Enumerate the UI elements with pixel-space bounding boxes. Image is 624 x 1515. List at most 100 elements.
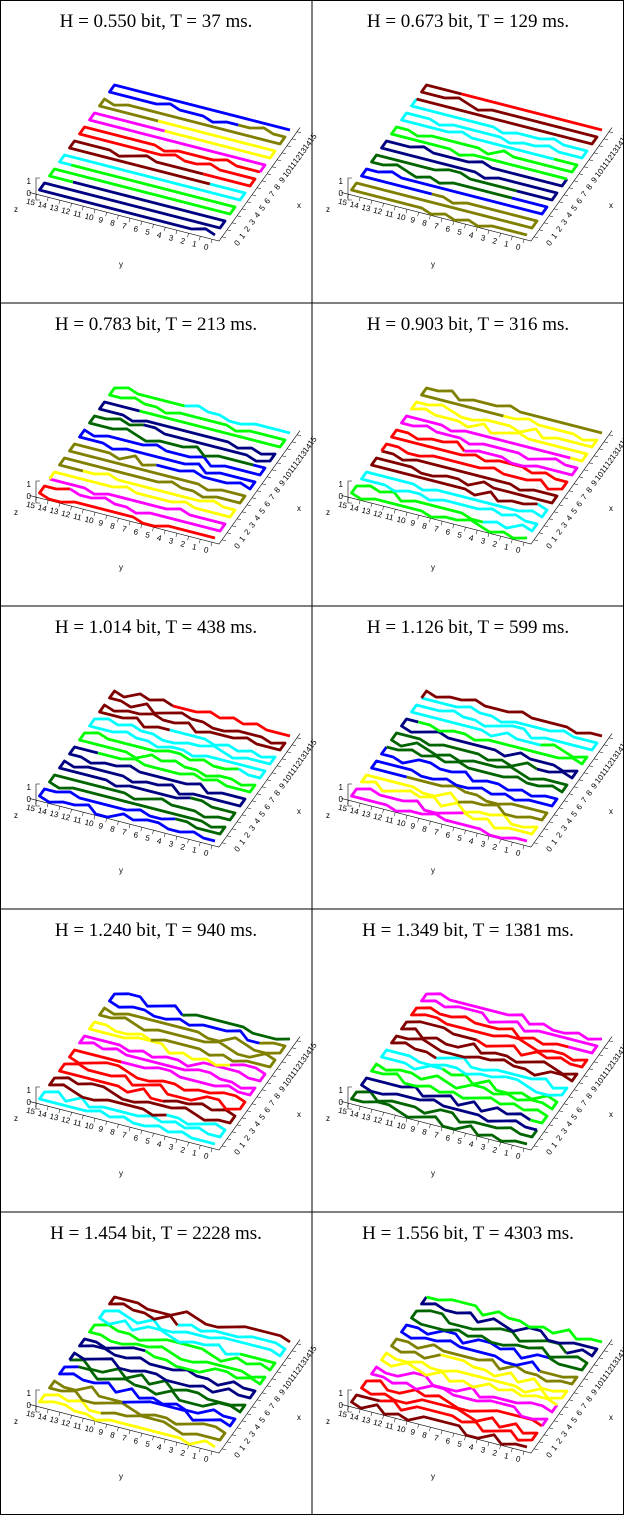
- tick: [500, 536, 501, 540]
- z-label: z: [326, 205, 330, 214]
- x-tick-label: 3: [559, 823, 569, 833]
- tick: [589, 1069, 593, 1070]
- x-tick-label: 1: [237, 231, 247, 241]
- tick: [292, 745, 296, 746]
- y-tick-label: 13: [49, 203, 60, 214]
- caption: H = 0.783 bit, T = 213 ms.: [55, 314, 257, 335]
- y-tick-label: 11: [72, 209, 83, 220]
- y-tick-label: 9: [98, 1124, 105, 1134]
- tick: [418, 1121, 419, 1125]
- z-tick-label: 0: [339, 1098, 344, 1107]
- tick: [252, 195, 256, 196]
- tick: [429, 1124, 430, 1128]
- tick: [164, 1439, 165, 1443]
- tick: [242, 815, 246, 816]
- y-tick-label: 13: [49, 1112, 60, 1123]
- y-tick-label: 1: [503, 542, 510, 552]
- tick: [594, 456, 598, 457]
- z-tick-label: 1: [27, 177, 32, 186]
- y-tick-label: 13: [361, 1112, 372, 1123]
- tick: [71, 809, 72, 813]
- tick: [211, 1451, 212, 1455]
- x-tick-label: 6: [262, 1408, 272, 1418]
- tick: [594, 759, 598, 760]
- tick: [609, 1041, 613, 1042]
- y-tick-label: 5: [456, 530, 463, 540]
- tick: [559, 1414, 563, 1415]
- tick: [71, 506, 72, 510]
- axis-line: [341, 431, 612, 544]
- z-label: z: [14, 205, 18, 214]
- tick: [59, 806, 60, 810]
- chain-segment: [60, 1050, 246, 1109]
- tick: [47, 1409, 48, 1413]
- tick: [371, 1109, 372, 1113]
- x-tick-label: 6: [574, 802, 584, 812]
- tick: [594, 1062, 598, 1063]
- y-tick-label: 8: [421, 218, 428, 228]
- x-tick-label: 6: [262, 1105, 272, 1115]
- tick: [59, 1109, 60, 1113]
- tick: [564, 1104, 568, 1105]
- tick: [559, 1111, 563, 1112]
- x-label: x: [297, 504, 301, 513]
- tick: [584, 773, 588, 774]
- tick: [188, 233, 189, 237]
- y-tick-label: 15: [25, 197, 36, 208]
- tick: [564, 498, 568, 499]
- z-label: z: [14, 1417, 18, 1426]
- caption: H = 1.126 bit, T = 599 ms.: [367, 617, 569, 638]
- tick: [227, 533, 231, 534]
- x-tick-label: 6: [574, 196, 584, 206]
- y-tick-label: 12: [372, 812, 383, 823]
- tick: [609, 738, 613, 739]
- tick: [252, 1407, 256, 1408]
- chain-segment: [412, 698, 598, 750]
- tick: [604, 139, 608, 140]
- y-tick-label: 2: [179, 842, 186, 852]
- tick: [534, 1449, 538, 1450]
- z-tick-label: 1: [339, 1389, 344, 1398]
- x-tick-label: 0: [232, 541, 242, 551]
- tick: [237, 216, 241, 217]
- y-tick-label: 4: [156, 1442, 163, 1452]
- tick: [579, 780, 583, 781]
- tick: [257, 1097, 261, 1098]
- chain-segment: [110, 388, 286, 447]
- z-tick-label: 1: [339, 177, 344, 186]
- y-tick-label: 4: [156, 836, 163, 846]
- tick: [554, 512, 558, 513]
- y-tick-label: 2: [179, 236, 186, 246]
- tick: [176, 1139, 177, 1143]
- caption: H = 1.349 bit, T = 1381 ms.: [362, 920, 574, 941]
- y-tick-label: 2: [179, 539, 186, 549]
- caption: H = 0.550 bit, T = 37 ms.: [60, 11, 253, 32]
- x-label: x: [609, 504, 613, 513]
- chain-segment: [80, 1036, 266, 1095]
- tick: [371, 503, 372, 507]
- y-tick-label: 0: [515, 1454, 522, 1464]
- tick: [559, 202, 563, 203]
- y-tick-label: 14: [37, 200, 48, 211]
- x-tick-label: 1: [549, 837, 559, 847]
- x-tick-label: 4: [252, 210, 262, 220]
- tick: [59, 1412, 60, 1416]
- tick: [500, 1142, 501, 1146]
- z-tick-label: 1: [339, 480, 344, 489]
- tick: [441, 218, 442, 222]
- y-tick-label: 5: [144, 530, 151, 540]
- x-tick-label: 0: [232, 844, 242, 854]
- tick: [604, 442, 608, 443]
- tick: [539, 1442, 543, 1443]
- tick: [406, 512, 407, 516]
- tick: [569, 1400, 573, 1401]
- tick: [176, 836, 177, 840]
- tick: [153, 224, 154, 228]
- tick: [188, 1445, 189, 1449]
- tick: [47, 1106, 48, 1110]
- y-tick-label: 6: [445, 830, 452, 840]
- tick: [292, 1351, 296, 1352]
- tick: [523, 542, 524, 546]
- tick: [242, 1118, 246, 1119]
- tick: [488, 230, 489, 234]
